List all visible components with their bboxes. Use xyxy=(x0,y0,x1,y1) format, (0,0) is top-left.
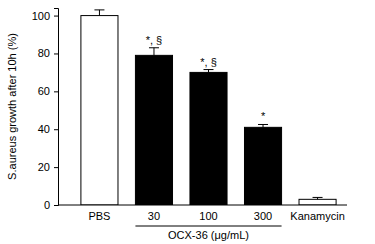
chart: *, § *, § * 0 20 40 60 80 100 PBS 30 100 300 Kanamyci… xyxy=(0,0,375,244)
y-tick: 80 xyxy=(38,47,58,59)
y-tick-mark xyxy=(54,91,58,92)
y-axis: 0 20 40 60 80 100 xyxy=(32,9,59,212)
y-tick-label: 80 xyxy=(38,47,50,59)
y-axis-line xyxy=(54,9,59,206)
y-tick-mark xyxy=(54,167,58,168)
y-tick-label: 0 xyxy=(44,199,50,211)
annotation: * xyxy=(261,110,266,122)
error-bar xyxy=(258,124,268,127)
y-tick-label: 60 xyxy=(38,85,50,97)
annotation: *, § xyxy=(200,56,217,68)
error-bar xyxy=(204,70,214,73)
error-cap xyxy=(313,197,323,198)
y-tick: 20 xyxy=(38,161,58,173)
x-tick-label: 300 xyxy=(254,210,272,222)
x-axis-line xyxy=(58,205,347,206)
y-tick: 0 xyxy=(44,199,58,211)
bar xyxy=(190,72,227,205)
error-cap xyxy=(258,124,268,125)
error-bar xyxy=(94,10,104,16)
x-tick: PBS xyxy=(88,205,110,222)
error-cap xyxy=(94,9,104,10)
group-bracket xyxy=(135,226,281,227)
y-tick-label: 20 xyxy=(38,161,50,173)
y-tick-label: 100 xyxy=(32,10,50,22)
y-tick: 100 xyxy=(32,10,58,22)
bars xyxy=(81,10,336,205)
y-tick-label: 40 xyxy=(38,123,50,135)
error-stem xyxy=(99,10,100,16)
group-label: OCX-36 (μg/mL) xyxy=(168,229,249,241)
y-tick: 60 xyxy=(38,85,58,97)
error-cap xyxy=(204,69,214,70)
x-tick-label: PBS xyxy=(88,210,110,222)
error-bar xyxy=(149,48,159,56)
bar xyxy=(135,55,172,205)
bar xyxy=(81,16,118,205)
x-axis: PBS 30 100 300 Kanamycin xyxy=(58,205,347,222)
x-tick-label: 30 xyxy=(148,210,160,222)
annotation: *, § xyxy=(146,34,163,46)
x-tick: 300 xyxy=(254,205,272,222)
y-tick-mark xyxy=(54,16,58,17)
y-tick-mark xyxy=(54,205,58,206)
error-cap xyxy=(149,47,159,48)
y-tick: 40 xyxy=(38,123,58,135)
bar xyxy=(244,127,281,205)
error-bar xyxy=(313,197,323,199)
x-tick-label: 100 xyxy=(199,210,217,222)
x-tick: 100 xyxy=(199,205,217,222)
y-tick-mark xyxy=(54,129,58,130)
x-tick: 30 xyxy=(148,205,160,222)
y-axis-title: S.aureus growth after 10h (%) xyxy=(6,33,18,180)
y-tick-mark xyxy=(54,53,58,54)
x-tick-label: Kanamycin xyxy=(290,210,344,222)
bar xyxy=(299,199,336,205)
x-tick: Kanamycin xyxy=(290,205,344,222)
error-stem xyxy=(153,48,154,56)
